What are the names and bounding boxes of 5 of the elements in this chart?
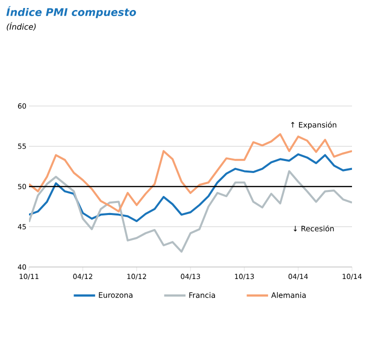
line-series bbox=[29, 153, 352, 222]
chart-subtitle: (Índice) bbox=[6, 22, 36, 31]
chart-title: Índice PMI compuesto bbox=[6, 6, 136, 18]
line-series bbox=[29, 133, 352, 212]
line-series bbox=[29, 170, 352, 253]
